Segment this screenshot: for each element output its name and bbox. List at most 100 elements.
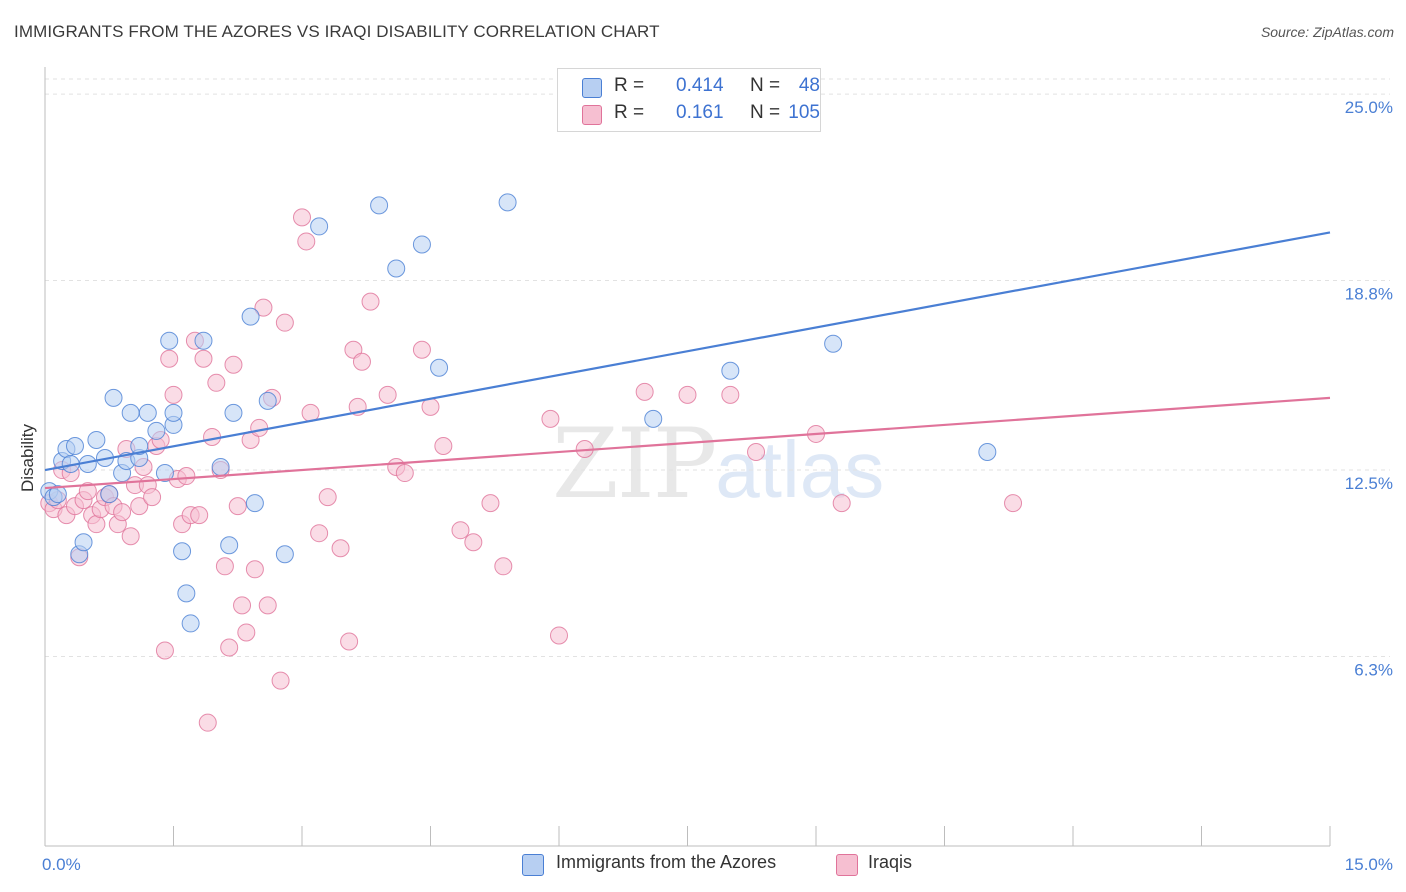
point-azores [130,436,149,455]
legend-n-value: 105 [788,102,820,123]
point-azores [48,485,67,504]
point-iraqis [224,355,243,374]
point-iraqis [352,352,371,371]
point-azores [74,533,93,552]
point-iraqis [87,515,106,534]
point-iraqis [160,349,179,368]
point-azores [211,458,230,477]
point-azores [498,193,517,212]
point-iraqis [494,557,513,576]
point-azores [100,485,119,504]
point-iraqis [254,298,273,317]
point-iraqis [194,349,213,368]
y-tick-label: 25.0% [1345,98,1393,117]
point-iraqis [237,623,256,642]
point-azores [220,536,239,555]
x-tick-label-min: 0.0% [42,855,81,874]
point-iraqis [361,292,380,311]
point-azores [65,436,84,455]
point-azores [370,196,389,215]
trend-line-azores [44,231,1331,472]
point-iraqis [832,494,851,513]
point-iraqis [190,506,209,525]
point-azores [155,464,174,483]
point-iraqis [198,713,217,732]
chart-title: IMMIGRANTS FROM THE AZORES VS IRAQI DISA… [14,22,660,41]
point-azores [245,494,264,513]
series-iraqis [40,208,1023,732]
point-iraqis [164,385,183,404]
point-iraqis [293,208,311,227]
point-azores [173,542,192,561]
point-azores [275,545,294,564]
point-iraqis [541,409,560,428]
point-iraqis [78,482,97,501]
point-iraqis [271,671,290,690]
point-azores [181,614,200,633]
point-iraqis [215,557,234,576]
legend-row-iraqis: R = 0.161 N = 105 [582,102,820,126]
legend-swatch-iraqis [582,105,602,125]
correlation-legend: R = 0.414 N = 48 R = 0.161 N = 105 [557,68,821,132]
point-iraqis [177,467,196,486]
trend-lines [44,231,1331,490]
point-iraqis [434,436,453,455]
y-tick-label: 6.3% [1354,661,1393,680]
point-iraqis [721,385,740,404]
y-axis-label: Disability [18,423,37,492]
point-iraqis [451,521,470,540]
point-iraqis [481,494,500,513]
y-tick-label: 12.5% [1345,474,1393,493]
point-iraqis [130,497,149,516]
point-iraqis [220,638,239,657]
bottom-legend-swatch-iraqis [836,854,858,876]
point-iraqis [121,527,140,546]
point-azores [164,403,183,422]
legend-swatch-azores [582,78,602,98]
legend-row-azores: R = 0.414 N = 48 [582,75,820,99]
point-azores [224,403,243,422]
point-azores [258,391,277,410]
series-azores [40,193,997,633]
point-azores [430,358,449,377]
point-iraqis [275,313,294,332]
point-iraqis [250,418,269,437]
axis-labels: 6.3% 12.5% 18.8% 25.0% 0.0% 15.0% Disability [18,98,1393,874]
point-iraqis [550,626,568,645]
point-azores [138,403,157,422]
point-azores [978,442,997,461]
point-azores [241,307,260,326]
axes [44,67,1331,847]
point-iraqis [113,503,132,522]
point-iraqis [207,373,226,392]
legend-n-label: N = [750,102,781,123]
trend-line-iraqis [44,396,1331,490]
point-azores [721,361,740,380]
point-iraqis [245,560,264,579]
legend-r-value: 0.414 [676,75,724,96]
point-azores [177,584,196,603]
legend-n-value: 48 [798,75,820,96]
legend-r-value: 0.161 [676,102,724,123]
point-iraqis [331,539,350,558]
point-iraqis [318,488,337,507]
legend-r-label: R = [614,102,645,123]
point-azores [310,217,329,236]
point-iraqis [233,596,252,615]
x-tick-label-max: 15.0% [1345,855,1393,874]
point-azores [87,430,106,449]
point-azores [824,334,843,353]
point-iraqis [143,488,162,507]
point-azores [194,331,213,350]
point-iraqis [747,442,766,461]
point-iraqis [1004,494,1023,513]
point-azores [104,388,123,407]
point-iraqis [378,385,397,404]
point-iraqis [635,382,654,401]
point-iraqis [395,464,414,483]
bottom-legend-swatch-azores [522,854,544,876]
point-iraqis [258,596,277,615]
chart-source: Source: ZipAtlas.com [1260,24,1394,40]
point-iraqis [155,641,174,660]
